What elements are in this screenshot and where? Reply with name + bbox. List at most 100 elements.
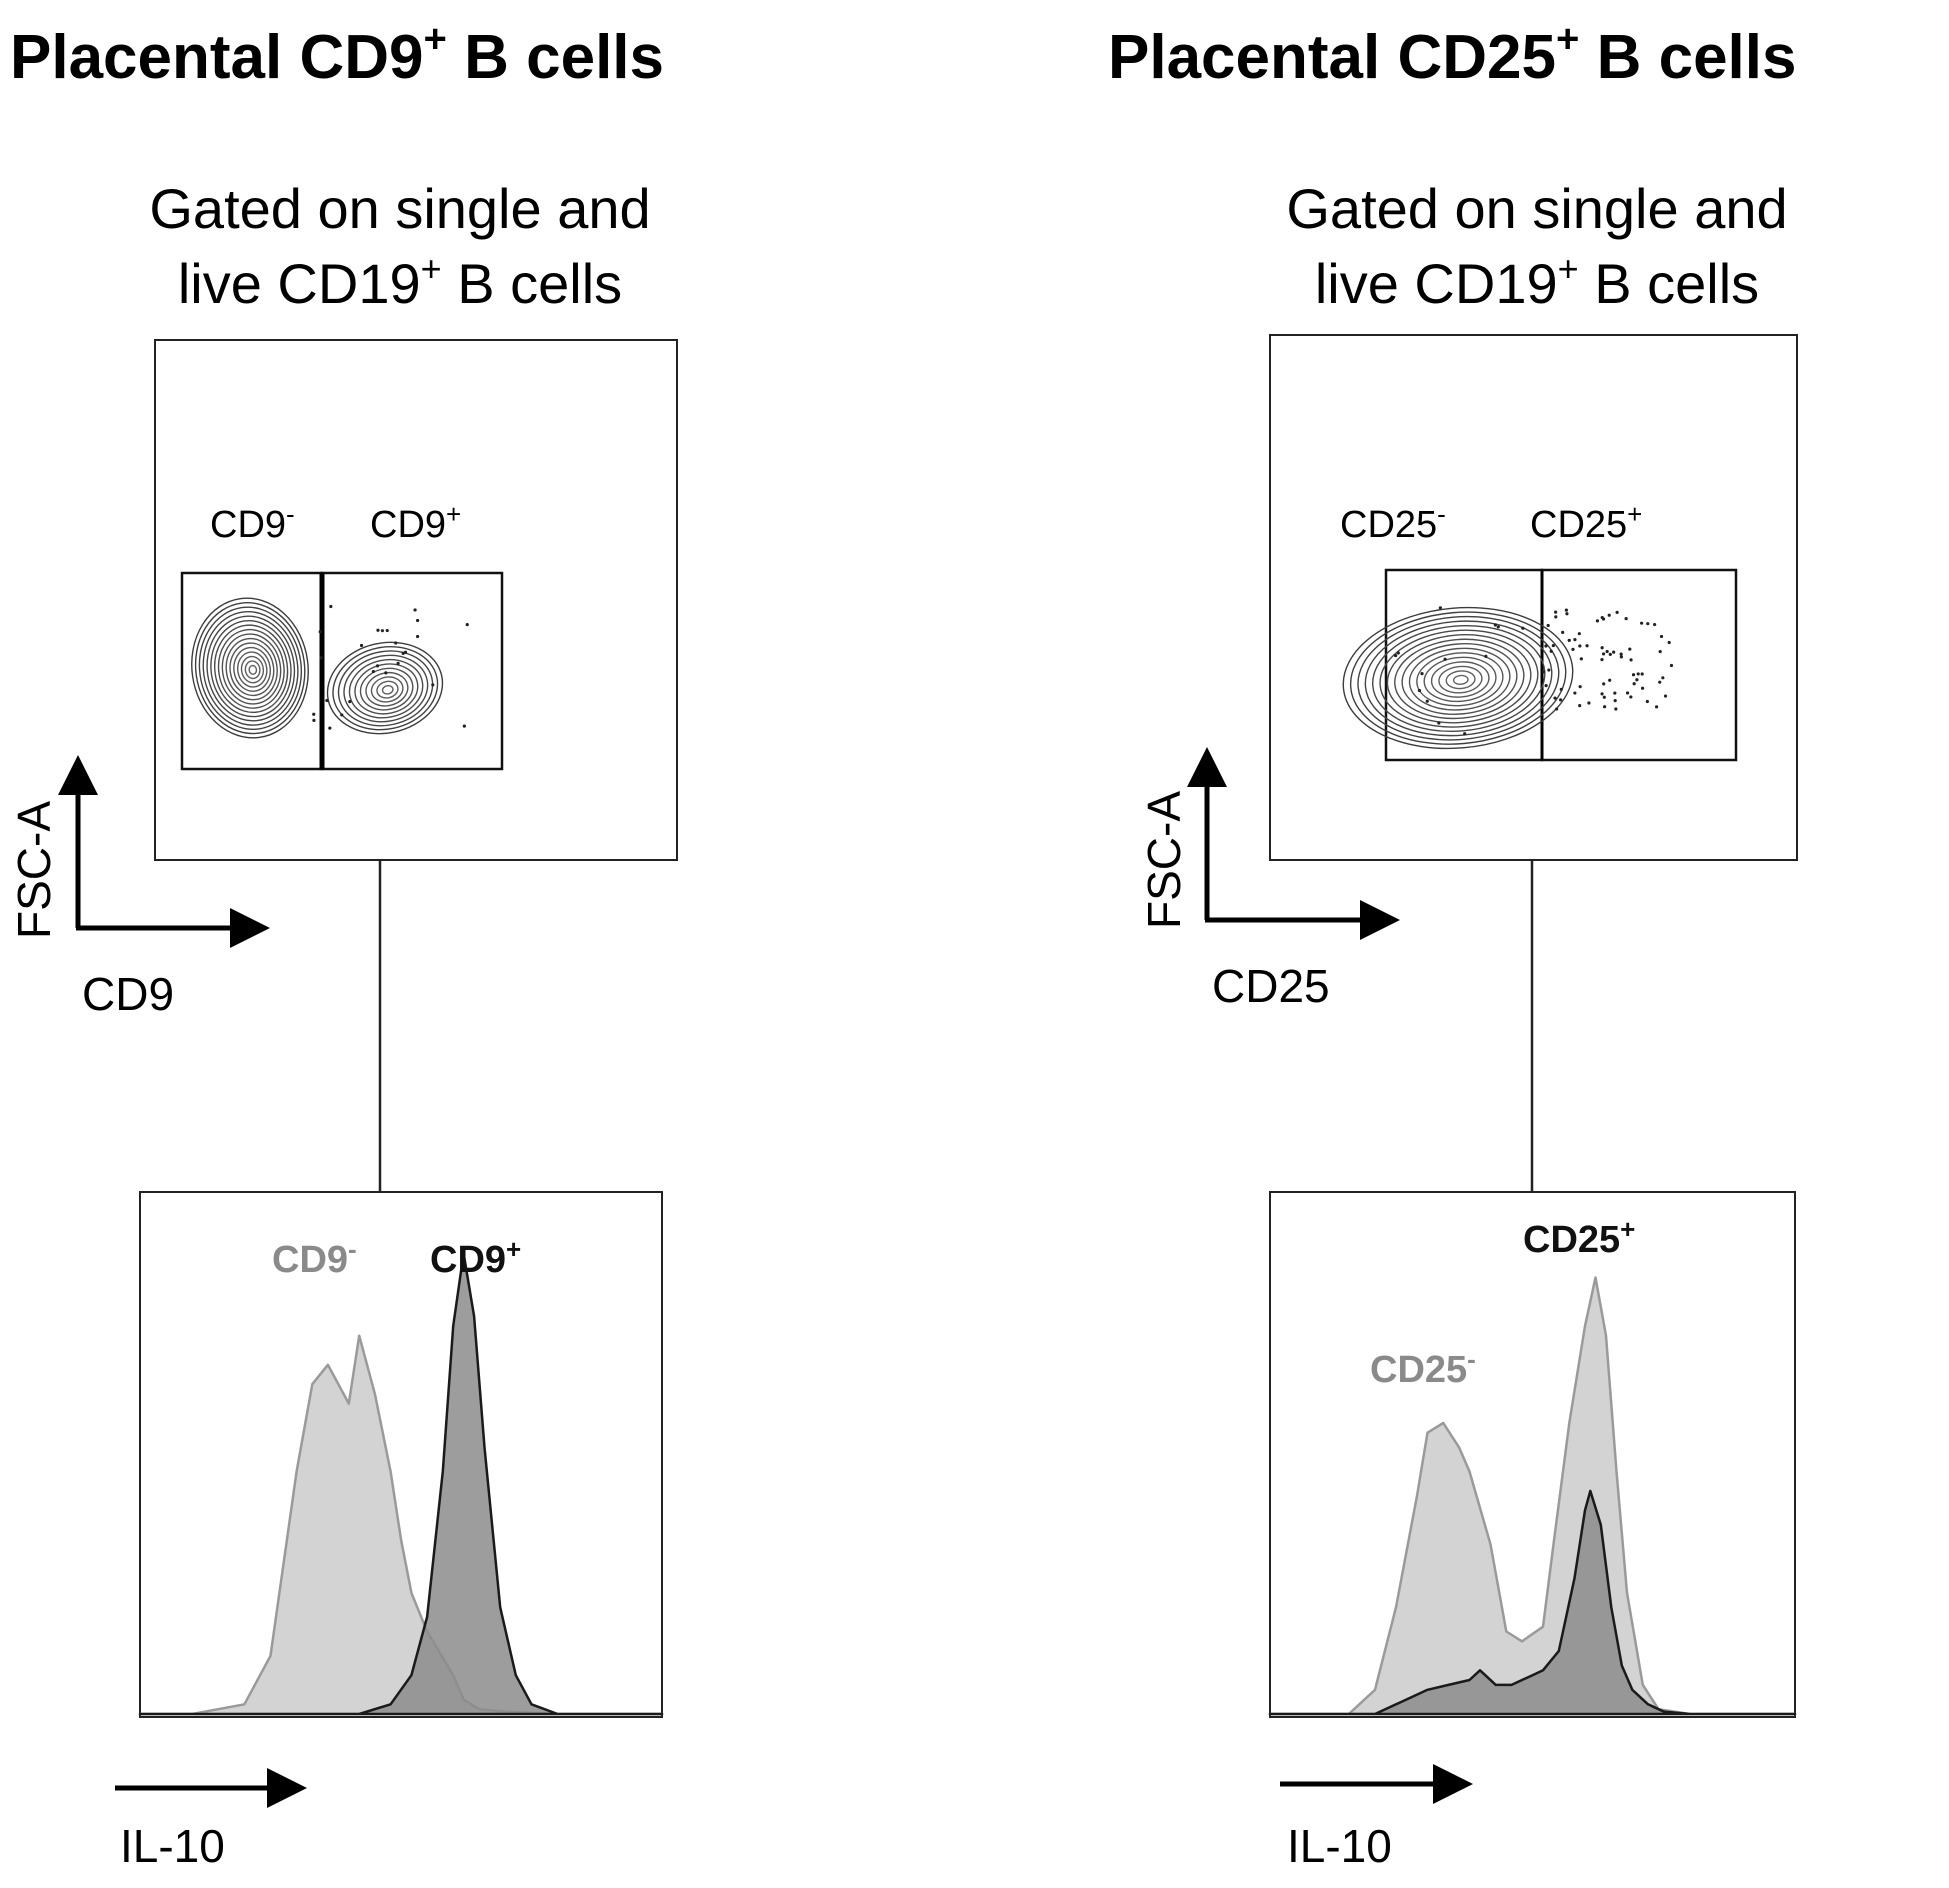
contour-ring <box>210 619 292 718</box>
gating-line-2: live CD19+ B cells <box>178 248 622 315</box>
contour-ring <box>1386 634 1532 724</box>
event-dot <box>1551 643 1555 648</box>
contour-ring <box>359 667 414 711</box>
event-dot <box>385 628 389 633</box>
event-dot <box>1631 673 1636 677</box>
event-dot <box>1629 658 1633 662</box>
event-dot <box>1578 704 1582 708</box>
event-dot <box>1443 657 1447 661</box>
event-dot <box>1614 707 1618 711</box>
panel-title: Placental CD25+ B cells <box>1108 17 1796 92</box>
event-dot <box>1658 680 1662 684</box>
event-dot <box>1420 672 1424 676</box>
histogram-x-label: IL-10 <box>1287 1820 1392 1872</box>
contour-ring <box>1364 620 1553 737</box>
event-dot <box>1602 705 1607 709</box>
x-axis-label: CD9 <box>82 968 174 1020</box>
event-dot <box>1585 644 1589 648</box>
event-dot <box>1635 678 1639 682</box>
panel-title: Placental CD9+ B cells <box>10 17 664 92</box>
contour-ring <box>1452 674 1469 685</box>
event-dot <box>1628 647 1632 651</box>
event-dot <box>1555 707 1559 711</box>
contour-ring <box>1357 615 1560 741</box>
contour-ring <box>1394 638 1525 720</box>
histogram-label-positive: CD25+ <box>1523 1214 1635 1261</box>
event-dot <box>1587 701 1591 705</box>
event-dot <box>1659 634 1664 639</box>
event-dot <box>462 724 466 728</box>
contour-ring <box>221 633 282 705</box>
contour-ring <box>202 610 299 726</box>
event-dot <box>1595 619 1600 623</box>
contour-ring <box>217 628 285 709</box>
contour-ring <box>354 663 419 715</box>
histogram-series-positive <box>138 1252 664 1716</box>
event-dot <box>312 718 316 723</box>
contour-ring <box>1379 629 1539 728</box>
event-dot <box>1573 691 1577 695</box>
event-dot <box>1600 657 1604 662</box>
event-dot <box>1663 694 1668 698</box>
panel-cd9: Placental CD9+ B cells Gated on single a… <box>8 17 678 1872</box>
event-dot <box>1463 732 1467 736</box>
event-dot <box>403 650 408 654</box>
event-dot <box>1417 688 1422 693</box>
histogram-label-negative: CD25- <box>1370 1344 1476 1391</box>
event-dot <box>1646 622 1650 626</box>
event-dot <box>1600 646 1604 650</box>
event-dot <box>1573 638 1577 642</box>
event-dot <box>1554 610 1558 614</box>
event-dot <box>1549 649 1553 653</box>
event-dot <box>1544 644 1548 648</box>
event-dot <box>415 618 420 623</box>
event-dot <box>340 713 344 717</box>
contour-ring <box>1349 611 1567 745</box>
event-dot <box>371 669 375 674</box>
event-dot <box>384 671 388 675</box>
histogram-label-negative: CD9- <box>272 1234 357 1281</box>
event-dot <box>1608 652 1612 657</box>
event-dot <box>1437 721 1441 725</box>
event-dot <box>1546 623 1550 628</box>
event-dot <box>1554 615 1558 619</box>
event-dot <box>375 664 380 668</box>
event-dot <box>1496 625 1500 629</box>
event-dot <box>1654 705 1659 709</box>
event-dot <box>1669 663 1674 668</box>
event-dot <box>312 712 316 716</box>
event-dot <box>1608 678 1612 682</box>
event-dot <box>1613 691 1617 695</box>
contour-ring <box>1342 606 1574 750</box>
event-dot <box>465 622 469 627</box>
event-dot <box>1624 617 1628 621</box>
event-dot <box>1553 696 1557 700</box>
contour-ring <box>332 645 439 731</box>
event-dot <box>1607 613 1611 617</box>
contour-ring <box>1438 665 1483 694</box>
event-dot <box>328 726 332 730</box>
event-dot <box>1541 670 1546 674</box>
event-dot <box>413 608 417 612</box>
event-dot <box>380 629 384 633</box>
event-dot <box>1425 699 1429 703</box>
event-dot <box>319 656 323 660</box>
event-dot <box>1559 698 1563 702</box>
gate-positive <box>1540 568 1738 762</box>
event-dot <box>1640 686 1645 690</box>
gating-line-1: Gated on single and <box>149 177 650 240</box>
y-axis-label: FSC-A <box>8 801 60 939</box>
histogram-x-label: IL-10 <box>120 1820 225 1872</box>
gate-label-negative: CD9- <box>210 499 295 546</box>
contour-ring <box>206 615 296 722</box>
contour-ring <box>337 650 434 727</box>
event-dot <box>1493 623 1498 627</box>
gate-positive <box>320 571 504 771</box>
event-dot <box>348 699 352 704</box>
contour-ring <box>1430 661 1490 698</box>
contour-ring <box>365 671 409 707</box>
event-dot <box>1602 695 1606 699</box>
event-dot <box>1661 676 1665 680</box>
event-dot <box>1605 649 1609 654</box>
